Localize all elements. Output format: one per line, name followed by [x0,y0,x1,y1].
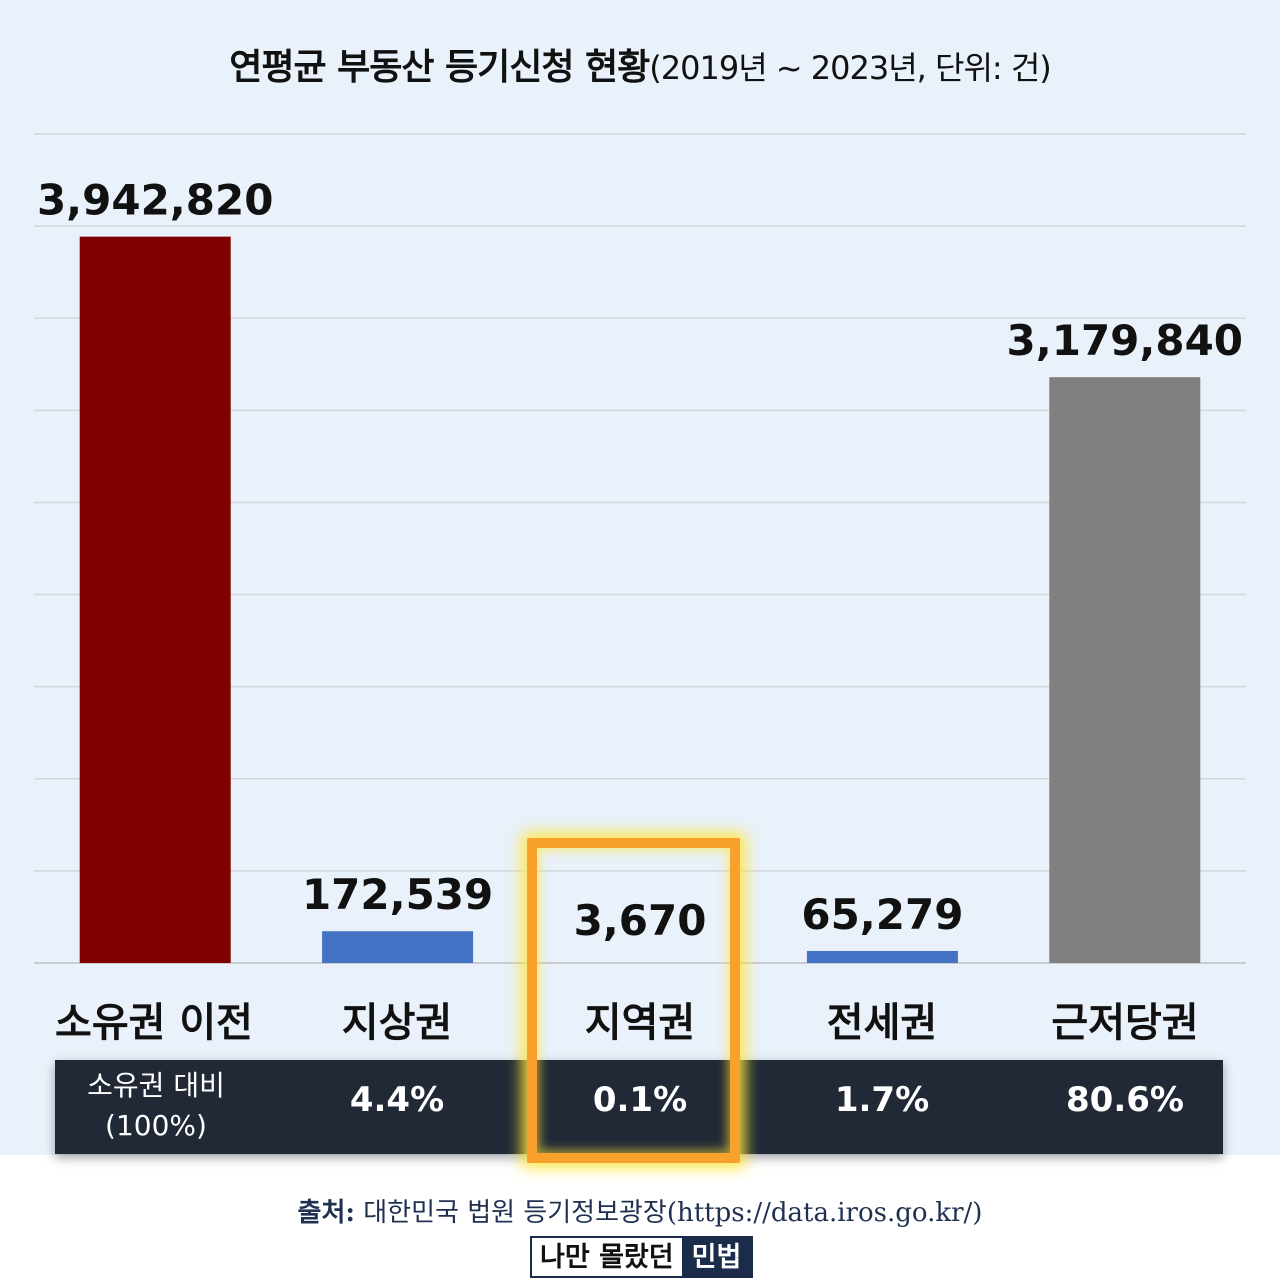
category-label-surface-right: 지상권 [341,1000,453,1046]
ratio-jeonse: 1.7% [834,1080,930,1120]
source-label: 출처: [297,1198,355,1228]
highlight-box [527,838,740,1163]
bar-value-label-0: 3,942,820 [37,176,273,225]
ratio-table [55,1060,1223,1154]
ratio-header-line1: 소유권 대비 [87,1069,225,1102]
bar-value-label-2: 3,670 [574,896,707,945]
ratio-mortgage: 80.6% [1066,1080,1184,1120]
ratio-header: 소유권 대비 (100%) [36,1066,276,1146]
bar-chart: 3,942,820 172,539 3,670 65,279 3,179,840 [34,133,1246,964]
bar-value-label-3: 65,279 [801,890,963,939]
category-label-easement: 지역권 [584,1000,696,1046]
category-label-mortgage: 근저당권 [1051,1000,1199,1046]
title-suffix: (2019년 ~ 2023년, 단위: 건) [649,49,1051,87]
bar-value-label-4: 3,179,840 [1007,316,1243,365]
brand-part1: 나만 몰랐던 [532,1238,682,1276]
ratio-header-line2: (100%) [105,1109,207,1142]
category-label-jeonse: 전세권 [826,1000,938,1046]
title-main: 연평균 부동산 등기신청 현황 [229,47,650,88]
ratio-surface-right: 4.4% [349,1080,445,1120]
ratio-easement: 0.1% [592,1080,688,1120]
bar-1 [322,931,474,963]
category-label-ownership: 소유권 이전 [55,1000,253,1046]
bar-0 [79,236,231,963]
brand-part2: 민법 [681,1238,752,1276]
source-note: 출처: 대한민국 법원 등기정보광장(https://data.iros.go.… [0,1192,1280,1229]
bar-4 [1049,377,1201,963]
brand-logo: 나만 몰랐던 민법 [530,1236,754,1278]
bar-3 [806,950,958,963]
source-text: 대한민국 법원 등기정보광장(https://data.iros.go.kr/) [363,1198,983,1228]
chart-title: 연평균 부동산 등기신청 현황(2019년 ~ 2023년, 단위: 건) [0,38,1280,90]
bar-value-label-1: 172,539 [302,870,493,919]
